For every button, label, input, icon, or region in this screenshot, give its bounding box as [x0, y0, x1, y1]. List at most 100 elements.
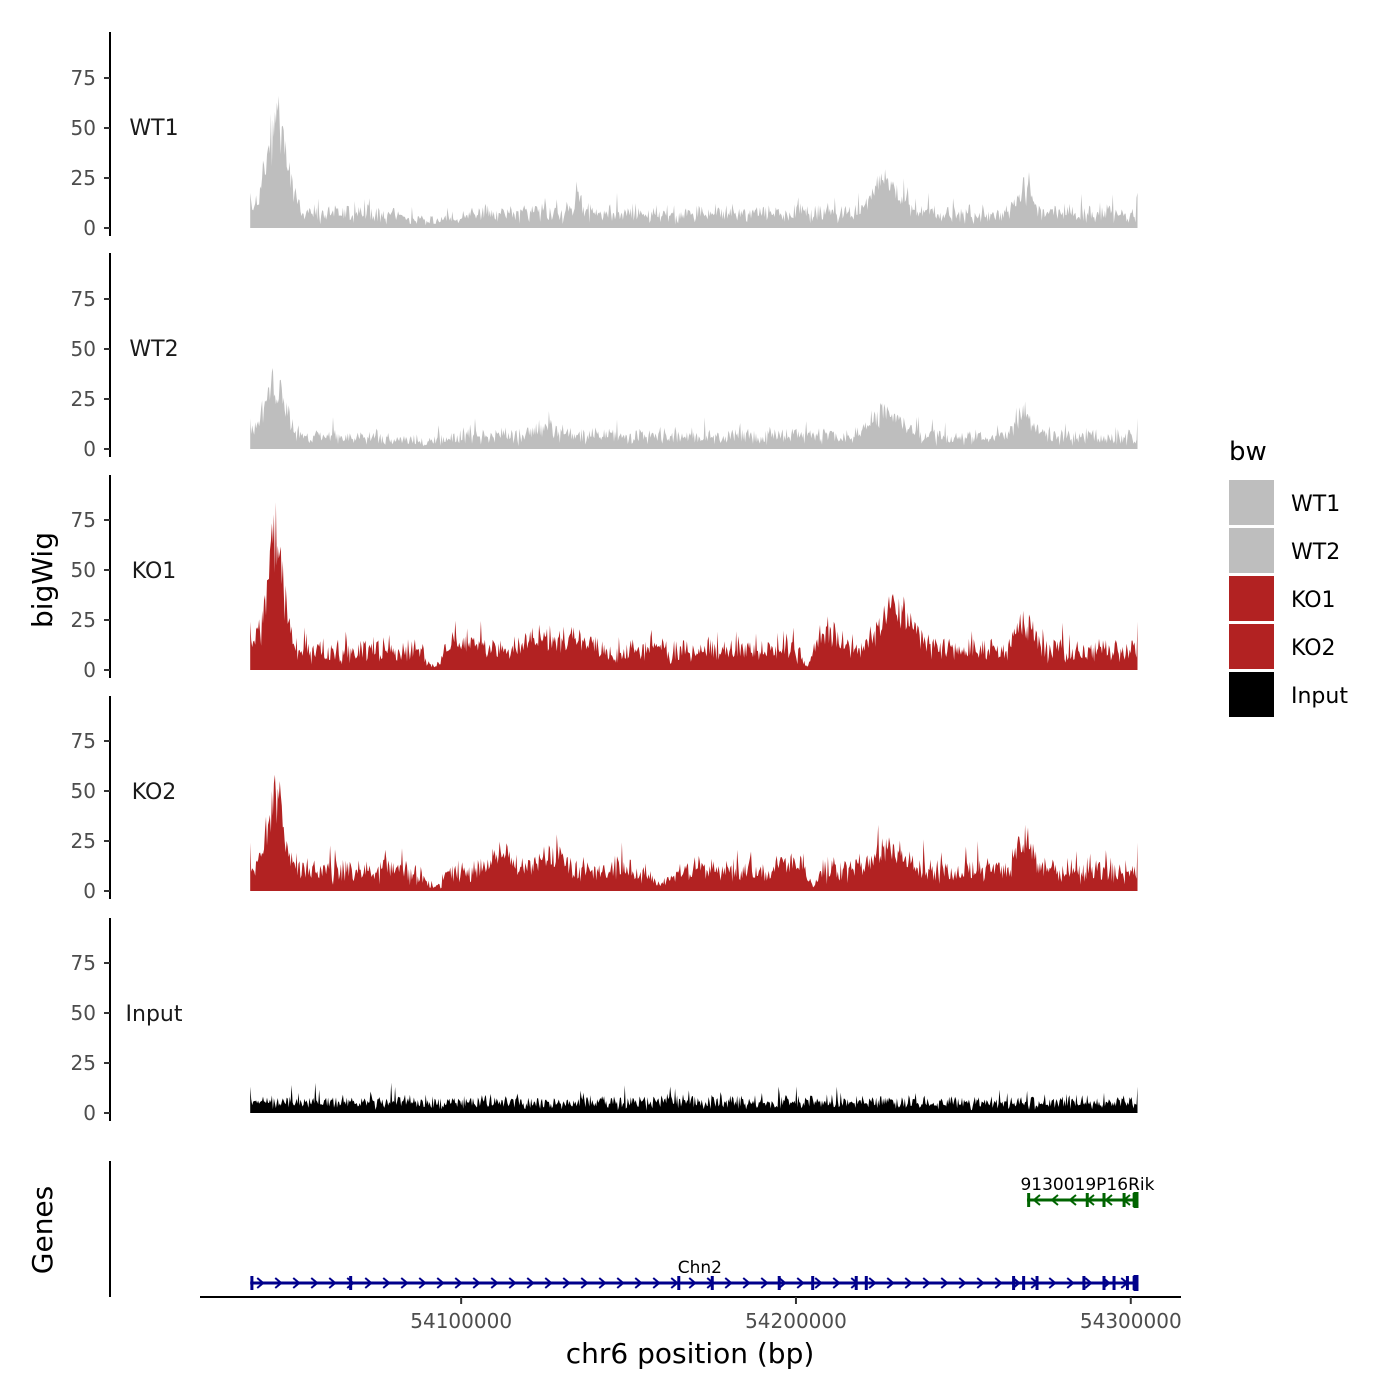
strand-arrow: [472, 1277, 481, 1289]
signal-area: [250, 502, 1138, 670]
strand-arrow: [688, 1277, 697, 1289]
signal-area: [250, 1082, 1138, 1113]
y-tick-label: 50: [71, 558, 96, 582]
strand-arrow: [1048, 1277, 1057, 1289]
strand-arrow: [652, 1277, 661, 1289]
strand-arrow: [778, 1277, 787, 1289]
gene-exon: [349, 1276, 353, 1290]
x-tick-label: 54100000: [410, 1309, 512, 1333]
y-tick-label: 25: [71, 608, 96, 632]
strand-arrow: [958, 1277, 967, 1289]
y-tick-label: 25: [71, 1051, 96, 1075]
signal-area: [250, 368, 1138, 449]
strand-arrow: [346, 1277, 355, 1289]
strand-arrow: [1068, 1194, 1077, 1206]
signal-area: [250, 95, 1138, 229]
legend-key-ko1: [1229, 576, 1274, 621]
strand-arrow: [418, 1277, 427, 1289]
strand-arrow: [1120, 1277, 1129, 1289]
legend-title: bw: [1229, 437, 1267, 467]
strand-arrow: [850, 1277, 859, 1289]
gene-exon: [811, 1276, 815, 1290]
panel-label: WT2: [129, 337, 178, 362]
genes-axis-title: Genes: [26, 1186, 59, 1274]
y-tick-label: 0: [83, 1101, 96, 1125]
legend-key-wt1: [1229, 480, 1274, 525]
y-tick-label: 0: [83, 437, 96, 461]
strand-arrow: [706, 1277, 715, 1289]
track-input: 0 25 50 75 Input: [71, 918, 1138, 1125]
gene-label: Chn2: [678, 1258, 722, 1278]
gene-9130019p16rik: 9130019P16Rik: [1020, 1175, 1155, 1208]
signal-area: [250, 774, 1138, 891]
legend-label-wt2: WT2: [1291, 540, 1340, 565]
gene-exon: [1082, 1276, 1086, 1290]
panel-label: KO1: [132, 559, 177, 584]
legend-key-input: [1229, 672, 1274, 717]
strand-arrow: [292, 1277, 301, 1289]
y-tick-label: 25: [71, 387, 96, 411]
y-tick-label: 0: [83, 879, 96, 903]
y-tick-label: 75: [71, 66, 96, 90]
strand-arrow: [994, 1277, 1003, 1289]
x-tick-label: 54300000: [1080, 1309, 1182, 1333]
strand-arrow: [1086, 1194, 1095, 1206]
track-ko2: 0 25 50 75 KO2: [71, 696, 1138, 903]
gene-exon: [777, 1276, 781, 1290]
gene-exon: [1027, 1193, 1031, 1207]
strand-arrow: [400, 1277, 409, 1289]
gene-exon: [1102, 1193, 1106, 1207]
strand-arrow: [760, 1277, 769, 1289]
strand-arrow: [1012, 1277, 1021, 1289]
strand-arrow: [868, 1277, 877, 1289]
strand-arrow: [526, 1277, 535, 1289]
strand-arrow: [508, 1277, 517, 1289]
gene-chn2: Chn2: [250, 1258, 1139, 1291]
x-axis: 54100000 54200000 54300000: [200, 1296, 1182, 1333]
gene-exon: [1022, 1276, 1026, 1290]
track-wt2: 0 25 50 75 WT2: [71, 253, 1138, 461]
strand-arrow: [1084, 1277, 1093, 1289]
strand-arrow: [796, 1277, 805, 1289]
y-tick-label: 75: [71, 287, 96, 311]
strand-arrow: [544, 1277, 553, 1289]
strand-arrow: [598, 1277, 607, 1289]
x-tick-label: 54200000: [745, 1309, 847, 1333]
panel-label: Input: [126, 1002, 183, 1027]
strand-arrow: [364, 1277, 373, 1289]
strand-arrow: [1104, 1194, 1113, 1206]
strand-arrow: [490, 1277, 499, 1289]
genes-track: Chn2 9130019P16Rik: [109, 1161, 1155, 1297]
y-tick-label: 75: [71, 951, 96, 975]
track-ko1: 0 25 50 75 KO1: [71, 475, 1138, 682]
y-axis-title: bigWig: [26, 532, 59, 628]
gene-exon: [250, 1276, 254, 1290]
x-axis-title: chr6 position (bp): [566, 1337, 815, 1370]
gene-exon: [864, 1276, 868, 1290]
strand-arrow: [1030, 1277, 1039, 1289]
strand-arrow: [976, 1277, 985, 1289]
strand-arrow: [454, 1277, 463, 1289]
strand-arrow: [922, 1277, 931, 1289]
legend: bw WT1 WT2 KO1 KO2 Input: [1229, 437, 1348, 717]
y-tick-label: 25: [71, 829, 96, 853]
strand-arrow: [1066, 1277, 1075, 1289]
strand-arrow: [1032, 1194, 1041, 1206]
gene-end-cap: [1133, 1275, 1139, 1291]
legend-label-ko1: KO1: [1291, 588, 1336, 613]
strand-arrow: [1122, 1194, 1131, 1206]
track-wt1: 0 25 50 75 WT1: [71, 32, 1138, 240]
strand-arrow: [382, 1277, 391, 1289]
legend-label-ko2: KO2: [1291, 636, 1336, 661]
strand-arrow: [616, 1277, 625, 1289]
strand-arrow: [1050, 1194, 1059, 1206]
legend-label-wt1: WT1: [1291, 492, 1340, 517]
y-tick-label: 75: [71, 508, 96, 532]
y-tick-label: 50: [71, 337, 96, 361]
panel-label: WT1: [129, 116, 178, 141]
gene-exon: [1102, 1276, 1106, 1290]
strand-arrow: [562, 1277, 571, 1289]
strand-arrow: [742, 1277, 751, 1289]
y-tick-label: 50: [71, 779, 96, 803]
